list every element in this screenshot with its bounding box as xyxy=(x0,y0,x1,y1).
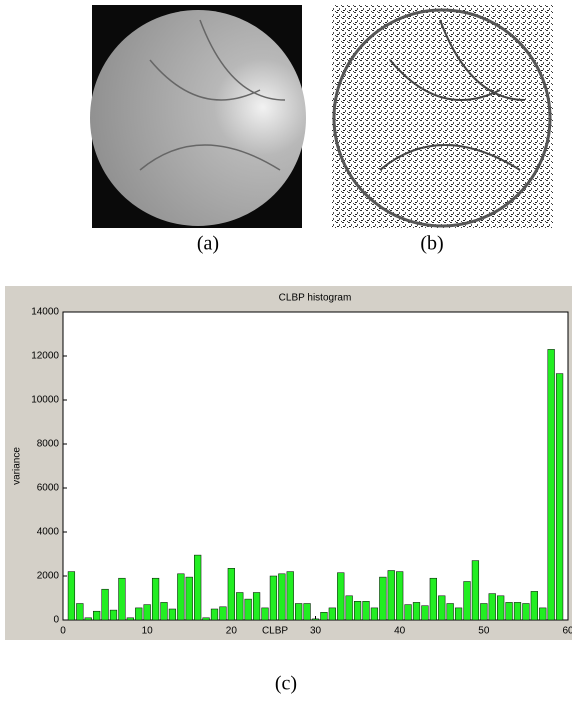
bar xyxy=(295,603,303,621)
bar xyxy=(67,571,76,621)
bar xyxy=(505,602,513,621)
bar xyxy=(530,591,538,621)
bar xyxy=(547,349,555,621)
bar xyxy=(463,581,471,621)
bar xyxy=(202,617,210,621)
x-tick-label: 60 xyxy=(562,626,572,637)
bar xyxy=(76,603,84,621)
y-tick-label: 4000 xyxy=(37,527,60,538)
bar xyxy=(126,617,134,621)
bar xyxy=(143,604,151,621)
bar xyxy=(421,605,429,621)
bar xyxy=(236,592,244,621)
y-tick-label: 10000 xyxy=(31,395,59,406)
x-tick-label: 30 xyxy=(310,626,322,637)
x-axis-label: CLBP xyxy=(262,626,288,637)
bar xyxy=(168,608,177,621)
y-tick-label: 8000 xyxy=(37,439,60,450)
x-tick-label: 10 xyxy=(142,626,154,637)
bar xyxy=(269,575,278,621)
bar xyxy=(522,603,530,621)
bar xyxy=(353,601,362,621)
bar xyxy=(328,607,336,621)
bar xyxy=(101,588,109,621)
bar xyxy=(412,602,421,621)
bar xyxy=(488,593,496,621)
bar xyxy=(151,577,160,621)
bar xyxy=(345,595,353,621)
bar xyxy=(244,598,252,621)
image-a xyxy=(90,5,306,228)
bar xyxy=(555,373,564,621)
bar xyxy=(194,554,202,621)
y-tick-label: 12000 xyxy=(31,351,59,362)
bar xyxy=(370,607,379,621)
image-b xyxy=(332,5,553,228)
bar xyxy=(497,595,505,621)
y-tick-label: 6000 xyxy=(37,483,60,494)
bar xyxy=(84,617,92,621)
bar xyxy=(135,607,143,621)
y-axis-label: variance xyxy=(12,447,23,485)
bar xyxy=(177,573,185,621)
bar xyxy=(480,603,488,621)
bar xyxy=(227,568,235,621)
y-tick-label: 0 xyxy=(53,615,59,626)
bar xyxy=(362,601,370,621)
caption: (a) xyxy=(197,233,219,255)
bar xyxy=(438,595,446,621)
bar xyxy=(210,608,219,621)
bar xyxy=(337,572,345,621)
bar xyxy=(109,609,118,621)
plot: 0 2000 4000 6000 8000 10000 12000 14000 0 10 20 30 4… xyxy=(31,307,572,637)
x-tick-label: 40 xyxy=(394,626,406,637)
bar xyxy=(286,571,294,621)
bar xyxy=(396,571,404,621)
bar xyxy=(160,602,168,621)
x-tick-label: 0 xyxy=(60,626,66,637)
chart-title: CLBP histogram xyxy=(279,293,352,304)
bar xyxy=(446,603,454,621)
bar xyxy=(471,560,480,621)
bar xyxy=(320,612,328,621)
bar xyxy=(93,610,101,621)
bar xyxy=(303,603,311,621)
plot-area xyxy=(62,311,569,621)
bar xyxy=(185,576,193,621)
x-tick-label: 50 xyxy=(478,626,490,637)
caption: (c) xyxy=(275,673,297,695)
bar xyxy=(278,573,286,621)
y-tick-label: 14000 xyxy=(31,307,59,318)
bar xyxy=(404,604,412,621)
bar xyxy=(539,607,547,621)
y-tick-label: 2000 xyxy=(37,571,60,582)
bar xyxy=(454,607,463,621)
bar xyxy=(387,570,395,621)
caption: (b) xyxy=(420,233,443,255)
x-tick-label: 20 xyxy=(226,626,238,637)
bar xyxy=(513,602,522,621)
bar xyxy=(118,577,126,621)
bar xyxy=(261,607,269,621)
bar xyxy=(311,618,320,621)
bar xyxy=(429,577,437,621)
bar xyxy=(252,592,261,621)
bar xyxy=(219,606,227,621)
bar xyxy=(379,576,387,621)
